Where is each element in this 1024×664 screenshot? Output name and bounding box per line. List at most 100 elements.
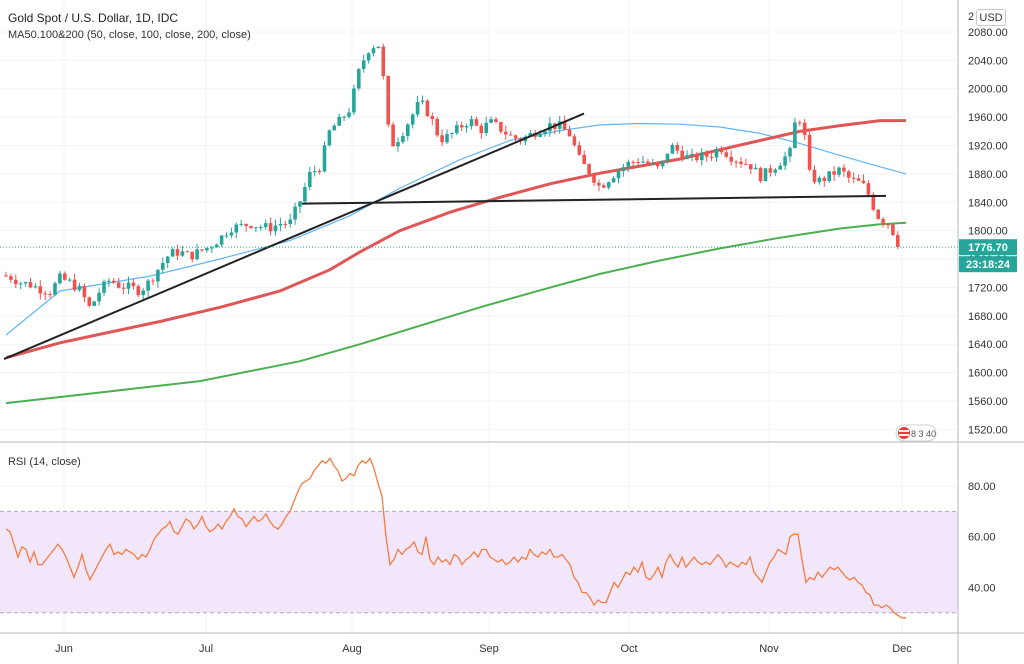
time-tick-label: Jun [55, 643, 73, 655]
candle-down [185, 251, 190, 253]
price-tick-label: 1800.00 [968, 226, 1008, 238]
candle-up [837, 167, 841, 175]
price-tick-label: 1840.00 [968, 197, 1008, 209]
candle-down [861, 180, 866, 184]
candle-down [87, 297, 92, 306]
candle-down [391, 124, 395, 147]
candle-up [464, 126, 469, 128]
candle-up [410, 114, 415, 125]
time-axis-labels: Jun Jul Aug Sep Oct Nov Dec [55, 643, 912, 655]
candle-up [180, 251, 185, 256]
candle-down [479, 125, 484, 134]
candle-down [38, 286, 43, 294]
rsi-axis-labels: 40.00 60.00 80.00 [968, 481, 996, 594]
candle-down [381, 46, 386, 77]
candle-up [77, 286, 82, 291]
candle-up [763, 168, 768, 182]
candle-down [602, 185, 606, 188]
candle-up [322, 145, 327, 172]
candle-up [538, 134, 542, 137]
candle-up [53, 283, 57, 295]
candle-up [273, 225, 278, 232]
candle-up [67, 279, 72, 281]
candle-down [131, 282, 136, 287]
candle-down [567, 129, 572, 137]
time-tick-label: Nov [759, 643, 779, 655]
candle-up [665, 153, 670, 161]
flag-badge-icon[interactable]: 8 3 40 [895, 424, 937, 442]
candle-up [817, 177, 822, 183]
candle-down [494, 119, 498, 123]
candle-up [700, 152, 704, 161]
candle-down [812, 169, 817, 183]
ma200-line [5, 221, 907, 405]
candle-down [200, 249, 204, 251]
candle-down [430, 116, 435, 120]
candle-down [151, 280, 155, 282]
candle-up [141, 290, 145, 296]
candle-up [401, 135, 405, 143]
candle-up [259, 227, 263, 229]
candle-up [376, 46, 381, 49]
candle-up [469, 119, 474, 127]
candle-up [18, 283, 23, 285]
candle-up [293, 206, 297, 220]
candle-down [317, 171, 322, 173]
candle-down [739, 161, 743, 165]
candle-down [72, 279, 77, 291]
candle-up [219, 235, 224, 245]
candle-up [489, 119, 493, 123]
rsi-band [0, 510, 958, 614]
rsi-legend[interactable]: RSI (14, close) [8, 456, 81, 468]
candle-up [224, 235, 229, 237]
candle-up [210, 247, 214, 249]
price-tick-label: 2000.00 [968, 84, 1008, 96]
candle-down [597, 182, 601, 186]
trend-line [3, 112, 585, 361]
candle-up [156, 269, 160, 282]
rsi-tick-label: 80.00 [968, 481, 996, 493]
candle-down [798, 122, 802, 124]
candle-down [709, 156, 714, 158]
candle-up [714, 148, 719, 158]
candle-up [107, 280, 111, 282]
candle-up [303, 187, 307, 202]
rsi-tick-label: 40.00 [968, 582, 996, 594]
candle-up [23, 282, 28, 284]
symbol-title[interactable]: Gold Spot / U.S. Dollar, 1D, IDC [8, 11, 178, 25]
candle-down [63, 273, 67, 280]
candle-down [802, 122, 807, 135]
candle-down [675, 144, 680, 151]
candle-down [283, 223, 288, 225]
candle-up [165, 256, 170, 263]
candle-down [121, 287, 126, 289]
candle-down [886, 224, 890, 226]
price-grid [0, 31, 958, 430]
indicator-legend[interactable]: MA50.100&200 (50, close, 100, close, 200… [8, 29, 251, 41]
candle-up [557, 121, 562, 129]
candle-down [592, 173, 596, 183]
currency-button[interactable]: USD [976, 9, 1006, 26]
candle-down [655, 163, 660, 167]
candle-down [425, 100, 430, 117]
candle-down [244, 223, 248, 227]
candle-up [33, 286, 38, 288]
candle-up [371, 48, 376, 54]
candle-up [342, 116, 346, 118]
ma100-line [5, 119, 906, 360]
time-tick-label: Jul [199, 643, 213, 655]
candle-up [616, 171, 621, 179]
candle-down [459, 125, 464, 128]
time-tick-label: Aug [342, 643, 362, 655]
candle-down [474, 119, 479, 126]
price-axis-labels: 1520.00 1560.00 1600.00 1640.00 1680.00 1720.… [968, 11, 1008, 436]
candle-up [195, 249, 199, 260]
candle-up [298, 201, 302, 207]
candle-down [175, 249, 180, 256]
candle-up [357, 69, 361, 89]
last-price-label: 1776.70 [968, 242, 1008, 254]
candle-down [744, 164, 748, 166]
candle-down [386, 76, 390, 125]
candle-up [263, 223, 268, 228]
